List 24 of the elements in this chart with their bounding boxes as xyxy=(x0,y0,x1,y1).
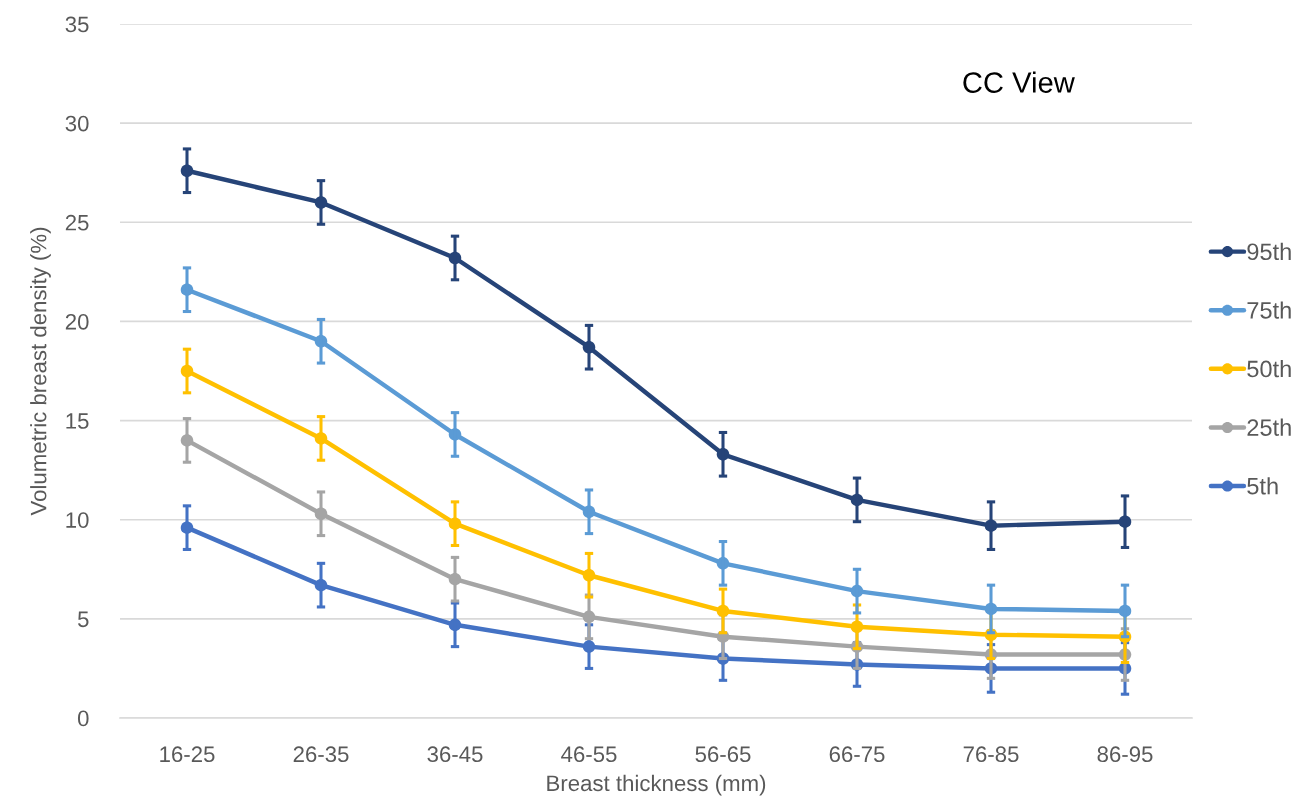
x-tick-label: 56-65 xyxy=(695,746,751,763)
legend-label: 5th xyxy=(1247,477,1278,495)
y-tick-label: 10 xyxy=(66,512,89,528)
x-tick-label: 16-25 xyxy=(160,746,215,763)
legend-label: 95th xyxy=(1247,242,1291,261)
legend-label: 25th xyxy=(1247,418,1291,436)
y-tick-label: 20 xyxy=(65,313,89,330)
text: CC View xyxy=(963,71,1075,93)
y-tick-label: 35 xyxy=(65,16,89,33)
legend-label: 50th xyxy=(1247,359,1291,378)
x-tick-label: 36-45 xyxy=(427,746,483,763)
y-axis-title: Volumetric breast density (%) xyxy=(30,227,51,516)
x-axis-title: Breast thickness (mm) xyxy=(547,774,766,796)
x-tick-label: 26-35 xyxy=(293,746,349,763)
y-tick-label: 30 xyxy=(65,115,89,132)
x-tick-label: 66-75 xyxy=(829,746,885,763)
y-tick-label: 0 xyxy=(77,710,89,727)
legend-label: 75th xyxy=(1247,301,1291,319)
y-tick-label: 5 xyxy=(77,611,89,628)
x-tick-label: 46-55 xyxy=(561,746,617,763)
y-tick-label: 25 xyxy=(65,214,89,231)
x-tick-label: 76-85 xyxy=(963,746,1019,763)
y-tick-label: 15 xyxy=(66,413,89,429)
x-tick-label: 86-95 xyxy=(1097,746,1153,763)
